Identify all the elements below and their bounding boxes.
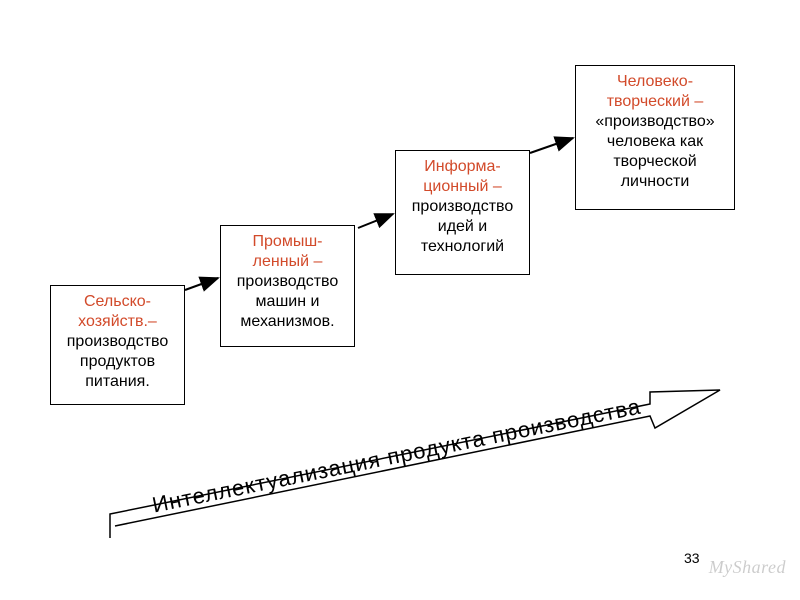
page-number: 33 xyxy=(684,550,700,566)
watermark: MyShared xyxy=(709,557,786,578)
trend-arrow xyxy=(0,0,800,600)
